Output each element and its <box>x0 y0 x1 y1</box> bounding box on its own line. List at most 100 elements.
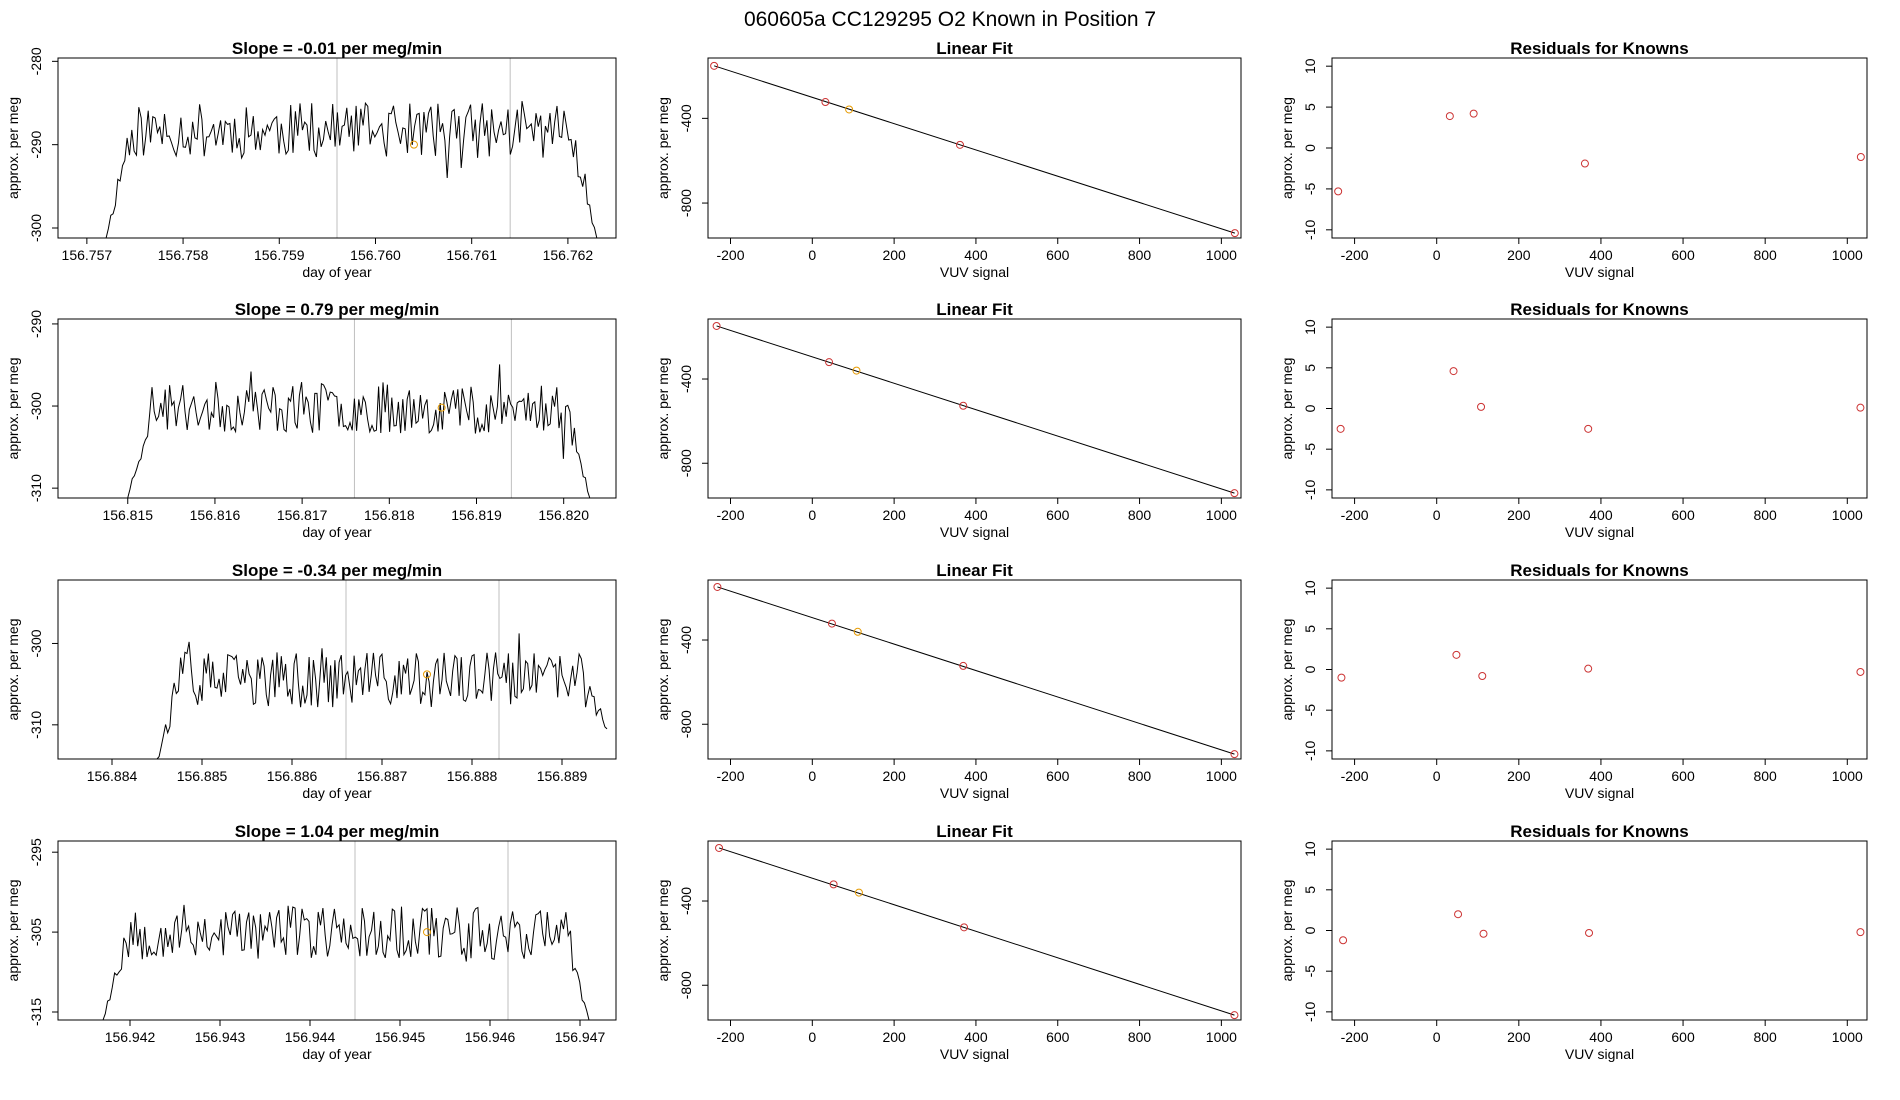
x-tick-label: 0 <box>808 507 816 523</box>
x-tick-label: 1000 <box>1832 1029 1863 1045</box>
x-tick-label: 600 <box>1046 507 1070 523</box>
x-tick-label: 156.761 <box>446 247 497 263</box>
x-tick-label: -200 <box>1341 507 1369 523</box>
panel-residuals-row-3: Residuals for Knowns-200 0 200 400 600 800 100… <box>1279 561 1868 801</box>
y-axis-label: approx. per meg <box>1279 97 1295 199</box>
panel-title: Slope = 0.79 per meg/min <box>235 300 440 319</box>
data-point <box>955 140 964 149</box>
data-point <box>827 619 836 628</box>
data-point <box>959 661 968 670</box>
x-axis-label: VUV signal <box>940 264 1009 280</box>
y-tick-label: -310 <box>28 474 44 502</box>
panel-title: Linear Fit <box>936 300 1013 319</box>
plot-frame <box>707 840 1242 1021</box>
y-tick-label: -310 <box>28 711 44 739</box>
x-tick-label: 156.944 <box>285 1029 336 1045</box>
y-tick-label: -280 <box>28 47 44 75</box>
y-tick-label: -400 <box>678 104 694 132</box>
x-tick-label: 200 <box>882 768 906 784</box>
y-tick-label: -800 <box>678 971 694 999</box>
x-tick-label: 600 <box>1671 507 1695 523</box>
plot-frame <box>1331 318 1868 499</box>
y-axis-label: approx. per meg <box>5 619 21 721</box>
y-axis-label: approx. per meg <box>5 358 21 460</box>
x-tick-label: 156.886 <box>267 768 318 784</box>
x-axis-label: VUV signal <box>940 1046 1009 1062</box>
panel-title: Slope = -0.01 per meg/min <box>232 39 442 58</box>
plot-area <box>156 580 608 759</box>
y-axis-label: approx. per meg <box>1279 358 1295 460</box>
panel-title: Residuals for Knowns <box>1510 300 1689 319</box>
x-tick-label: 156.758 <box>158 247 209 263</box>
x-tick-label: 156.762 <box>543 247 594 263</box>
x-axis-label: VUV signal <box>1565 785 1634 801</box>
y-tick-label: -5 <box>1302 182 1318 195</box>
x-tick-label: 600 <box>1671 768 1695 784</box>
y-axis-label: approx. per meg <box>655 880 671 982</box>
plot-frame <box>1331 840 1868 1021</box>
y-axis-label: approx. per meg <box>655 619 671 721</box>
x-tick-label: 400 <box>964 247 988 263</box>
x-tick-label: 800 <box>1753 1029 1777 1045</box>
data-point <box>1584 664 1593 673</box>
y-tick-label: -400 <box>678 626 694 654</box>
y-tick-label: 0 <box>1302 144 1318 152</box>
x-tick-label: 1000 <box>1206 247 1237 263</box>
x-tick-label: 400 <box>1589 247 1613 263</box>
panel-timeseries-row-3: Slope = -0.34 per meg/min 156.884 156.885 1… <box>5 561 617 801</box>
plot-frame <box>57 57 617 239</box>
data-point <box>1336 424 1345 433</box>
x-tick-label: 1000 <box>1206 1029 1237 1045</box>
y-tick-label: -290 <box>28 130 44 158</box>
x-tick-label: 800 <box>1128 768 1152 784</box>
data-point <box>713 582 722 591</box>
data-point <box>1230 489 1239 498</box>
data-point <box>821 98 830 107</box>
y-tick-label: -800 <box>678 449 694 477</box>
x-tick-label: -200 <box>1341 1029 1369 1045</box>
x-tick-label: 1000 <box>1832 247 1863 263</box>
highlight-point <box>423 670 431 679</box>
data-point <box>1454 910 1463 919</box>
plot-area <box>1336 367 1865 433</box>
x-tick-label: 600 <box>1046 247 1070 263</box>
data-point <box>829 880 838 889</box>
x-tick-label: 200 <box>882 247 906 263</box>
x-tick-label: 600 <box>1671 247 1695 263</box>
x-tick-label: 0 <box>808 768 816 784</box>
plot-frame <box>1331 579 1868 760</box>
panel-residuals-row-2: Residuals for Knowns-200 0 200 400 600 800 100… <box>1279 300 1868 540</box>
x-tick-label: 400 <box>964 507 988 523</box>
data-trace <box>105 101 598 238</box>
x-tick-label: -200 <box>716 247 744 263</box>
data-point <box>1580 159 1589 168</box>
highlight-point <box>409 140 418 149</box>
x-axis-label: VUV signal <box>1565 1046 1634 1062</box>
data-point <box>1585 928 1594 937</box>
x-tick-label: 0 <box>1433 247 1441 263</box>
data-point <box>1449 367 1458 376</box>
y-tick-label: -300 <box>28 629 44 657</box>
panel-title: Linear Fit <box>936 39 1013 58</box>
x-tick-label: 200 <box>1507 768 1531 784</box>
x-tick-label: -200 <box>716 768 744 784</box>
data-point <box>1477 402 1486 411</box>
panel-residuals-row-1: Residuals for Knowns-200 0 200 400 600 800 100… <box>1279 39 1868 280</box>
y-tick-label: 10 <box>1302 841 1318 857</box>
x-tick-label: 156.943 <box>195 1029 246 1045</box>
x-tick-label: 1000 <box>1206 507 1237 523</box>
y-tick-label: -400 <box>678 887 694 915</box>
x-tick-label: 200 <box>882 507 906 523</box>
panel-title: Slope = -0.34 per meg/min <box>232 561 442 580</box>
y-tick-label: -5 <box>1302 443 1318 456</box>
x-tick-label: 1000 <box>1206 768 1237 784</box>
x-tick-label: 156.757 <box>62 247 113 263</box>
plot-area <box>102 841 590 1020</box>
panel-title: Linear Fit <box>936 561 1013 580</box>
panel-timeseries-row-4: Slope = 1.04 per meg/min 156.942 156.943 15… <box>5 822 617 1062</box>
x-axis-label: day of year <box>302 524 372 540</box>
panel-linear-fit-row-1: Linear Fit -200 0 200 400 600 800 1000 VUV signa… <box>655 39 1242 280</box>
y-tick-label: 5 <box>1302 364 1318 372</box>
y-tick-label: 0 <box>1302 926 1318 934</box>
data-point <box>1584 424 1593 433</box>
